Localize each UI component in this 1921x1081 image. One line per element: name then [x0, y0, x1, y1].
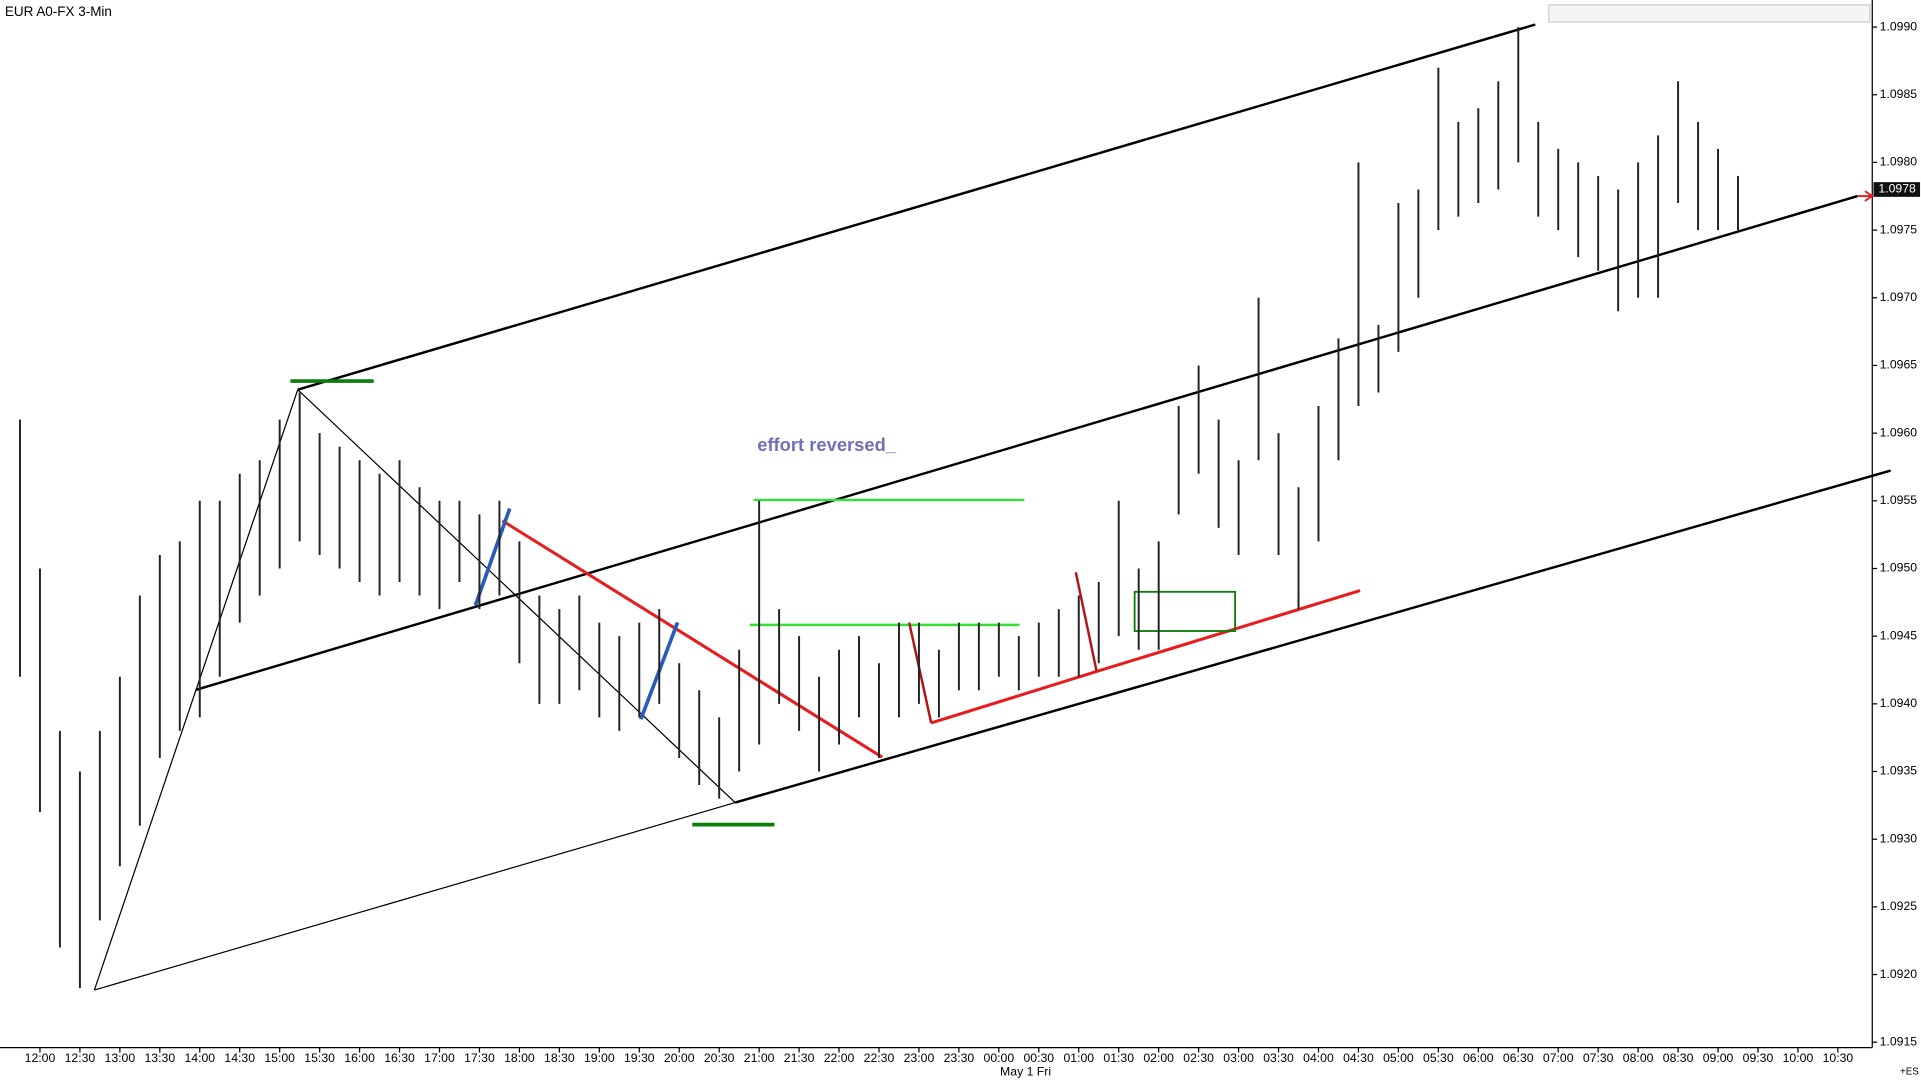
x-tick-label: 23:30	[944, 1051, 975, 1065]
y-tick-label: 1.0970	[1880, 290, 1918, 304]
x-tick-label: 19:30	[624, 1051, 655, 1065]
x-tick-label: 09:00	[1703, 1051, 1734, 1065]
x-tick-label: 19:00	[584, 1051, 615, 1065]
x-tick-label: 00:30	[1023, 1051, 1054, 1065]
x-tick-label: 05:00	[1383, 1051, 1414, 1065]
x-tick-label: 02:00	[1143, 1051, 1174, 1065]
x-tick-label: 13:00	[105, 1051, 136, 1065]
x-axis-note: May 1 Fri	[1000, 1064, 1051, 1078]
y-tick-label: 1.0990	[1880, 19, 1918, 33]
x-tick-label: 00:00	[984, 1051, 1015, 1065]
x-tick-label: 22:00	[824, 1051, 855, 1065]
x-tick-label: 10:30	[1823, 1051, 1854, 1065]
box	[1133, 590, 1237, 632]
y-tick-label: 1.0975	[1880, 222, 1918, 236]
x-tick-label: 04:30	[1343, 1051, 1374, 1065]
y-tick-label: 1.0980	[1880, 155, 1918, 169]
trendline-blue	[473, 507, 512, 606]
x-tick-label: 03:00	[1223, 1051, 1254, 1065]
arrow	[1857, 190, 1874, 202]
trendline-red	[1074, 571, 1098, 672]
trendline	[195, 194, 1858, 692]
x-tick-label: 08:00	[1623, 1051, 1654, 1065]
x-tick-label: 08:30	[1663, 1051, 1694, 1065]
trendline-red	[930, 670, 1098, 725]
x-tick-label: 23:00	[904, 1051, 935, 1065]
annotation: effort reversed_	[757, 434, 897, 455]
x-tick-label: 06:00	[1463, 1051, 1494, 1065]
x-tick-label: 01:00	[1063, 1051, 1094, 1065]
x-tick-label: 21:00	[744, 1051, 775, 1065]
x-tick-label: 15:00	[264, 1051, 295, 1065]
x-tick-label: 07:00	[1543, 1051, 1574, 1065]
toolbar[interactable]	[1548, 4, 1871, 23]
trendline	[297, 389, 736, 804]
y-tick-label: 1.0945	[1880, 628, 1918, 642]
x-tick-label: 02:30	[1183, 1051, 1214, 1065]
x-tick-label: 17:30	[464, 1051, 495, 1065]
y-tick-label: 1.0965	[1880, 358, 1918, 372]
x-tick-label: 14:30	[224, 1051, 255, 1065]
x-tick-label: 12:00	[25, 1051, 56, 1065]
trendline	[93, 389, 299, 991]
corner-label: +ES	[1900, 1067, 1919, 1078]
last-price-label: 1.0978	[1878, 182, 1916, 196]
x-tick-label: 16:00	[344, 1051, 375, 1065]
y-tick-label: 1.0955	[1880, 493, 1918, 507]
y-tick-label: 1.0985	[1880, 87, 1918, 101]
trendline	[94, 801, 736, 991]
x-tick-label: 13:30	[144, 1051, 175, 1065]
trendline-red	[907, 622, 933, 724]
x-tick-label: 04:00	[1303, 1051, 1334, 1065]
y-tick-label: 1.0930	[1880, 831, 1918, 845]
x-tick-label: 07:30	[1583, 1051, 1614, 1065]
y-tick-label: 1.0940	[1880, 696, 1918, 710]
last-price-box	[1873, 182, 1921, 197]
chart-title: EUR A0-FX 3-Min	[5, 4, 112, 19]
x-tick-label: 06:30	[1503, 1051, 1534, 1065]
x-tick-label: 22:30	[864, 1051, 895, 1065]
x-tick-label: 01:30	[1103, 1051, 1134, 1065]
x-tick-label: 12:30	[65, 1051, 96, 1065]
trendline	[297, 23, 1536, 391]
x-tick-label: 03:30	[1263, 1051, 1294, 1065]
x-tick-label: 14:00	[184, 1051, 215, 1065]
x-tick-label: 18:30	[544, 1051, 575, 1065]
x-tick-label: 15:30	[304, 1051, 335, 1065]
x-tick-label: 16:30	[384, 1051, 415, 1065]
x-tick-label: 05:30	[1423, 1051, 1454, 1065]
trendline	[734, 469, 1891, 804]
x-tick-label: 20:00	[664, 1051, 695, 1065]
toolbar-bg[interactable]	[1548, 4, 1871, 23]
y-tick-label: 1.0925	[1880, 899, 1918, 913]
x-tick-label: 09:30	[1743, 1051, 1774, 1065]
y-tick-label: 1.0920	[1880, 967, 1918, 981]
x-tick-label: 10:00	[1783, 1051, 1814, 1065]
x-tick-label: 18:00	[504, 1051, 535, 1065]
y-tick-label: 1.0950	[1880, 561, 1918, 575]
x-tick-label: 17:00	[424, 1051, 455, 1065]
x-tick-label: 20:30	[704, 1051, 735, 1065]
x-tick-label: 21:30	[784, 1051, 815, 1065]
y-tick-label: 1.0935	[1880, 764, 1918, 778]
y-tick-label: 1.0915	[1880, 1034, 1918, 1048]
y-tick-label: 1.0960	[1880, 425, 1918, 439]
